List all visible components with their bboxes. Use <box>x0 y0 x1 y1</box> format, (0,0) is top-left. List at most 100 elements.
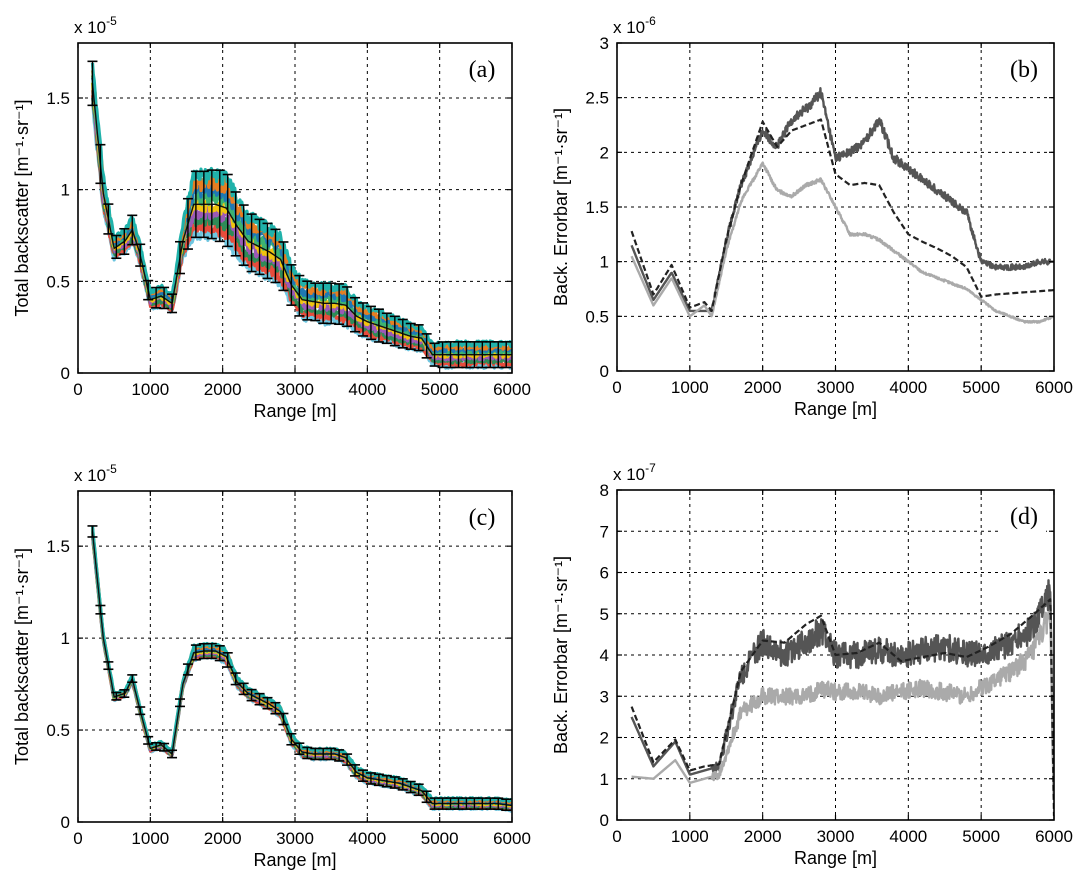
error-bar <box>238 682 249 696</box>
error-bar <box>87 525 98 538</box>
error-bar <box>222 652 233 668</box>
x-tick-label: 3000 <box>276 380 314 399</box>
x-axis-label: Range [m] <box>794 399 877 419</box>
error-bar <box>286 264 297 306</box>
y-axis-label: Total backscatter [m⁻¹·sr⁻¹] <box>12 548 32 765</box>
error-bar <box>493 797 504 811</box>
error-bar <box>294 742 305 756</box>
x-tick-label: 2000 <box>744 378 782 397</box>
x-tick-label: 0 <box>612 827 621 846</box>
error-bar <box>350 296 361 333</box>
error-bar <box>190 644 201 661</box>
ensemble-band-line <box>90 97 512 365</box>
error-bar <box>365 305 376 341</box>
error-bar <box>174 240 185 275</box>
y-tick-label: 3 <box>600 687 609 706</box>
error-bar <box>350 764 361 777</box>
panel-label: (c) <box>469 505 496 531</box>
error-bar <box>381 312 392 345</box>
axis-exponent-label: x 10-7 <box>613 461 656 484</box>
y-tick-label: 1.5 <box>46 537 70 556</box>
y-axis-label: Back. Errorbar [m⁻¹·sr⁻¹] <box>551 108 571 306</box>
x-tick-label: 3000 <box>817 827 855 846</box>
error-bar <box>389 776 400 789</box>
x-axis-label: Range [m] <box>253 850 336 870</box>
error-bar <box>95 143 106 185</box>
ensemble-band-line <box>90 532 512 810</box>
y-tick-label: 4 <box>600 646 609 665</box>
series-line-2 <box>630 611 1054 800</box>
error-bar <box>143 279 154 301</box>
error-bar <box>119 227 130 255</box>
error-bar <box>501 798 512 812</box>
error-bar <box>302 746 313 760</box>
error-bar <box>182 663 193 676</box>
error-bar <box>381 774 392 788</box>
panel-label: (b) <box>1010 57 1038 83</box>
x-tick-label: 3000 <box>817 378 855 397</box>
y-tick-label: 0 <box>61 364 70 383</box>
error-bar <box>103 661 114 671</box>
ensemble-band-line <box>90 77 512 354</box>
ensemble-band-line <box>90 535 512 813</box>
error-bar <box>405 322 416 350</box>
x-tick-label: 0 <box>612 378 621 397</box>
x-tick-label: 4000 <box>348 380 386 399</box>
x-tick-label: 3000 <box>276 829 314 848</box>
error-bar <box>262 696 273 710</box>
error-bar <box>230 672 241 686</box>
chart-panel-b: 0 1000 2000 3000 4000 5000 6000 0 0.5 1 1.5 2 2.5 3x … <box>551 14 1073 419</box>
error-bar <box>397 318 408 349</box>
y-tick-label: 0.5 <box>585 307 609 326</box>
error-bar <box>405 780 416 794</box>
ensemble-band-line <box>90 62 512 349</box>
error-bar <box>413 783 424 797</box>
error-bar <box>238 204 249 267</box>
axis-exponent-label: x 10-5 <box>74 462 117 485</box>
y-axis-label: Total backscatter [m⁻¹·sr⁻¹] <box>12 99 32 316</box>
y-tick-label: 1.5 <box>585 198 609 217</box>
ensemble-band-line <box>90 534 512 810</box>
plot-area-b <box>630 86 1054 324</box>
y-tick-label: 0 <box>600 362 609 381</box>
plot-area-c <box>87 525 512 813</box>
x-tick-label: 1000 <box>131 829 169 848</box>
error-bar <box>357 769 368 782</box>
error-bar <box>119 689 130 699</box>
error-bar <box>135 706 146 716</box>
error-bar <box>111 234 122 260</box>
error-bar <box>214 169 225 243</box>
error-bar <box>246 213 257 273</box>
error-bar <box>222 173 233 248</box>
error-bar <box>270 228 281 284</box>
x-tick-label: 4000 <box>889 827 927 846</box>
ensemble-band-line <box>90 529 512 807</box>
x-tick-label: 5000 <box>962 827 1000 846</box>
x-tick-label: 0 <box>73 829 82 848</box>
error-bar <box>413 324 424 352</box>
error-bar <box>167 749 178 759</box>
series-line-3 <box>630 118 1054 312</box>
x-tick-label: 6000 <box>493 380 531 399</box>
panel-label-box <box>460 503 504 533</box>
error-bar <box>294 274 305 317</box>
series-line-3 <box>630 598 1054 816</box>
y-tick-label: 0 <box>600 811 609 830</box>
y-tick-label: 7 <box>600 522 609 541</box>
mean-line <box>91 531 512 807</box>
ensemble-band-line <box>90 529 512 805</box>
x-tick-label: 0 <box>73 380 82 399</box>
panel-label-box <box>460 55 504 85</box>
x-tick-label: 4000 <box>889 378 927 397</box>
axis-exponent-label: x 10-6 <box>613 14 656 37</box>
error-bar <box>182 197 193 250</box>
y-tick-label: 1 <box>61 629 70 648</box>
error-bar <box>198 170 209 239</box>
x-tick-label: 1000 <box>671 378 709 397</box>
ensemble-band-line <box>90 531 512 808</box>
chart-panel-a: 0 1000 2000 3000 4000 5000 6000 0 0.5 1 1.5 x 10-5 R… <box>12 14 531 421</box>
panel-label-box <box>1002 502 1046 532</box>
error-bar <box>334 749 345 762</box>
x-tick-label: 6000 <box>493 829 531 848</box>
